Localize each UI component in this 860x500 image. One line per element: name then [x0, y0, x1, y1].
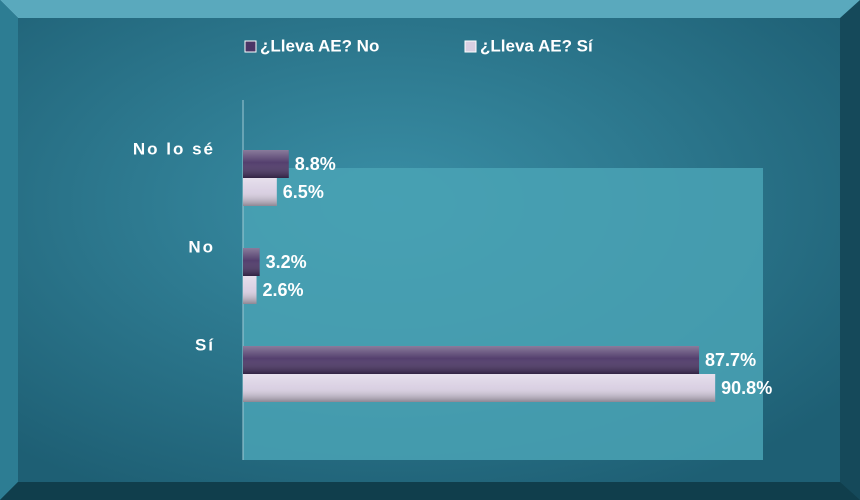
value-label: 8.8% [295, 154, 336, 174]
legend-swatch [464, 40, 477, 53]
value-label: 90.8% [721, 378, 772, 398]
bar-shine [243, 150, 289, 178]
category-label: No [188, 237, 215, 256]
legend-label: ¿Lleva AE? Sí [480, 36, 594, 55]
bar-shine [243, 346, 700, 374]
bar-shine [243, 248, 260, 276]
value-label: 2.6% [263, 280, 304, 300]
bar-shine [243, 374, 716, 402]
bevel [0, 0, 860, 18]
value-label: 3.2% [266, 252, 307, 272]
value-label: 87.7% [705, 350, 756, 370]
legend-label: ¿Lleva AE? No [260, 36, 379, 55]
category-label: No lo sé [133, 139, 215, 158]
bevel [0, 482, 860, 500]
bar-shine [243, 276, 257, 304]
legend-swatch [244, 40, 257, 53]
bevel [0, 0, 18, 500]
plot-area [243, 168, 763, 460]
value-label: 6.5% [283, 182, 324, 202]
bar-shine [243, 178, 277, 206]
category-label: Sí [195, 335, 215, 354]
